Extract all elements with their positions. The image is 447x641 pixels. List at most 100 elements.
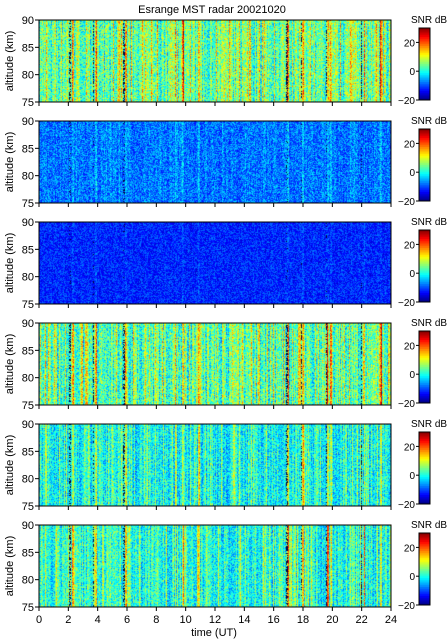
x-tick-label: 0 — [36, 614, 42, 626]
colorbar-tick-label: −20 — [398, 601, 415, 612]
colorbar-swatch — [419, 359, 430, 363]
colorbar-swatch — [419, 365, 430, 368]
colorbar-swatch — [419, 563, 430, 566]
colorbar-swatch — [419, 349, 430, 352]
colorbar-swatch — [419, 193, 430, 197]
colorbar-tick-label: 20 — [404, 139, 416, 150]
y-tick-label: 90 — [22, 419, 34, 431]
y-tick-label: 90 — [22, 217, 34, 229]
colorbar-swatch — [419, 386, 430, 390]
colorbar: SNR dB −20 0 20 — [398, 217, 447, 309]
colorbar-swatch — [419, 175, 430, 179]
colorbar-swatch — [419, 345, 430, 348]
colorbar-swatch — [419, 538, 430, 541]
chart-title: Esrange MST radar 20021020 — [138, 4, 286, 16]
colorbar-swatch — [419, 177, 430, 180]
panel-5: 75 80 85 90 altitude (km) SNR dB −20 0 20 — [4, 419, 447, 513]
colorbar-swatch — [419, 284, 430, 287]
colorbar-swatch — [419, 74, 430, 78]
colorbar-swatch — [419, 251, 430, 254]
colorbar-swatch — [419, 601, 430, 604]
colorbar-swatch — [419, 67, 430, 70]
colorbar-swatch — [419, 551, 430, 554]
colorbar-frame — [418, 330, 431, 404]
colorbar-tick-label: 0 — [409, 168, 415, 179]
colorbar-swatch — [419, 143, 430, 146]
colorbar-swatch — [419, 448, 430, 451]
colorbar-swatch — [419, 549, 430, 552]
colorbar-swatch — [419, 96, 430, 99]
colorbar-swatch — [419, 40, 430, 43]
colorbar-swatch — [419, 64, 430, 67]
panel-2: 75 80 85 90 altitude (km) SNR dB −20 0 20 — [4, 116, 447, 210]
colorbar-swatch — [419, 132, 430, 135]
colorbar-swatch — [419, 289, 430, 292]
y-tick-label: 80 — [22, 272, 34, 284]
colorbar-swatch — [419, 336, 430, 339]
colorbar-swatch — [419, 55, 430, 58]
colorbar-swatch — [419, 78, 430, 81]
colorbar-swatch — [419, 28, 430, 31]
colorbar-frame — [418, 27, 431, 101]
colorbar-swatch — [419, 478, 430, 482]
colorbar-swatch — [419, 581, 430, 584]
colorbar-swatch — [419, 469, 430, 473]
colorbar-swatch — [419, 271, 430, 274]
colorbar-swatch — [419, 35, 430, 38]
colorbar-swatch — [419, 49, 430, 52]
colorbar-swatch — [419, 186, 430, 189]
colorbar-swatch — [419, 385, 430, 388]
y-tick-label: 80 — [22, 70, 34, 82]
colorbar-swatch — [419, 397, 430, 400]
colorbar-swatch — [419, 457, 430, 460]
colorbar-swatch — [419, 554, 430, 557]
colorbar-swatch — [419, 370, 430, 373]
x-tick-label: 8 — [153, 614, 159, 626]
colorbar: SNR dB −20 0 20 — [398, 520, 447, 612]
colorbar-swatch — [419, 489, 430, 492]
colorbar-swatch — [419, 441, 430, 444]
colorbar-swatch — [419, 300, 430, 303]
colorbar-swatch — [419, 260, 430, 263]
colorbar-swatch — [419, 296, 430, 299]
colorbar: SNR dB −20 0 20 — [398, 419, 447, 511]
colorbar-swatch — [419, 558, 430, 561]
x-tick-label: 24 — [385, 614, 397, 626]
colorbar-swatch — [419, 240, 430, 244]
colorbar-swatch — [419, 493, 430, 496]
colorbar-swatch — [419, 141, 430, 144]
colorbar-swatch — [419, 585, 430, 588]
colorbar-swatch — [419, 166, 430, 170]
colorbar: SNR dB −20 0 20 — [398, 116, 447, 208]
colorbar-swatch — [419, 496, 430, 500]
colorbar-swatch — [419, 352, 430, 355]
colorbar-swatch — [419, 267, 430, 271]
colorbar-swatch — [419, 331, 430, 334]
colorbar-swatch — [419, 383, 430, 386]
colorbar-swatch — [419, 597, 430, 601]
colorbar-swatch — [419, 237, 430, 240]
colorbar-swatch — [419, 459, 430, 462]
colorbar-swatch — [419, 46, 430, 49]
colorbar-swatch — [419, 432, 430, 435]
colorbar-swatch — [419, 246, 430, 249]
colorbar-swatch — [419, 275, 430, 278]
colorbar-swatch — [419, 347, 430, 350]
colorbar-swatch — [419, 291, 430, 294]
colorbar-swatch — [419, 487, 430, 491]
colorbar-swatch — [419, 69, 430, 72]
colorbar-swatch — [419, 578, 430, 581]
colorbar-swatch — [419, 174, 430, 177]
colorbar-swatch — [419, 33, 430, 36]
colorbar-swatch — [419, 560, 430, 563]
colorbar-swatch — [419, 150, 430, 153]
y-tick-label: 80 — [22, 171, 34, 183]
colorbar-swatch — [419, 468, 430, 471]
colorbar-label: SNR dB — [411, 318, 447, 329]
colorbar-swatch — [419, 231, 430, 235]
x-tick-label: 6 — [124, 614, 130, 626]
colorbar-swatch — [419, 379, 430, 382]
colorbar-swatch — [419, 543, 430, 547]
colorbar-swatch — [419, 579, 430, 583]
colorbar-swatch — [419, 148, 430, 152]
